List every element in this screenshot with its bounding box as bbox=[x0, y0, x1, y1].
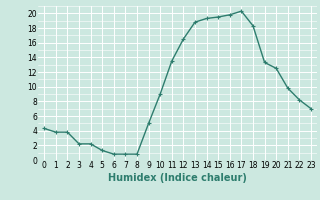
X-axis label: Humidex (Indice chaleur): Humidex (Indice chaleur) bbox=[108, 173, 247, 183]
